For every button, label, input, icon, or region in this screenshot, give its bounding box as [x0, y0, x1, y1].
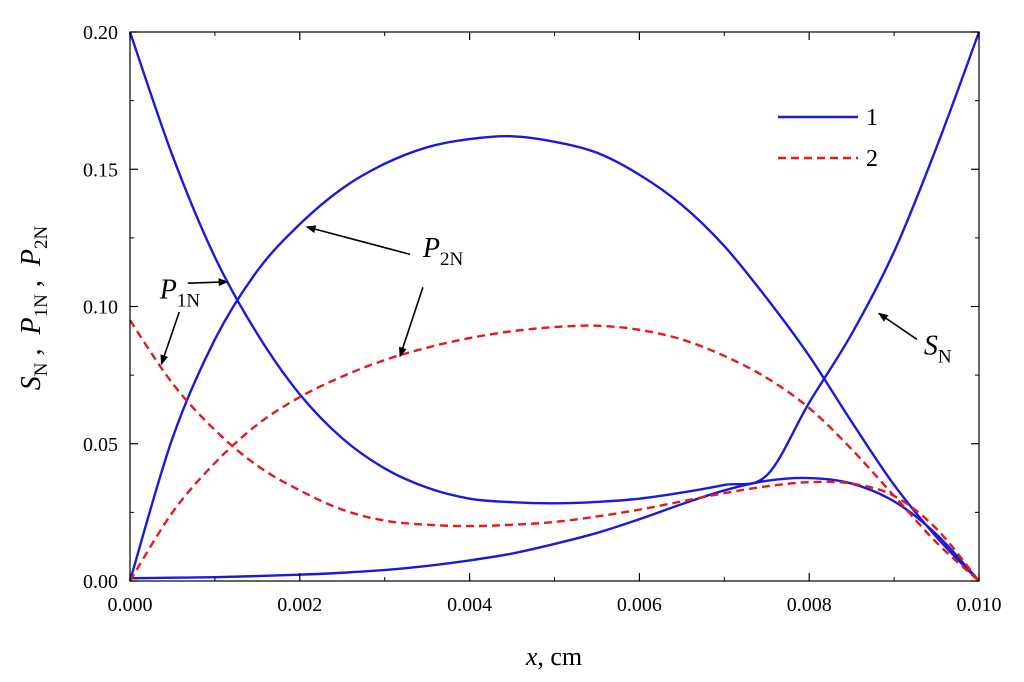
y-tick-label: 0.00	[83, 571, 118, 593]
annotation-arrow-p2n	[305, 225, 411, 256]
x-tick-label: 0.008	[787, 594, 832, 616]
y-label-p1-sub: 1N	[31, 294, 52, 318]
annotation-arrow-p2n	[399, 287, 424, 358]
annotation-p1n: P1N	[159, 274, 201, 311]
x-tick-label: 0.010	[957, 594, 1002, 616]
y-label-s-sub: N	[31, 362, 52, 376]
legend-label-2: 2	[866, 146, 878, 172]
x-axis-label-var: x	[525, 642, 538, 671]
ticks-layer: 0.000 0.002 0.004 0.006 0.008 0.010 0.00 0.05 0.…	[83, 22, 1002, 616]
annotation-arrow-p1n	[160, 311, 180, 366]
y-label-p2: P	[16, 249, 47, 267]
annotation-p2n: P2N	[422, 233, 464, 270]
y-tick-label: 0.20	[83, 22, 118, 44]
series-2-p1n-line	[129, 319, 980, 582]
legend-label-1: 1	[866, 105, 878, 131]
y-tick-label: 0.05	[83, 434, 118, 456]
y-axis-label: SN , P1N , P2N	[16, 226, 52, 391]
annotation-sn-main: S	[924, 331, 938, 362]
plot-frame	[129, 31, 980, 582]
y-label-s: S	[16, 376, 47, 390]
y-label-sep-2: ,	[16, 266, 47, 294]
x-axis-label-unit: , cm	[537, 642, 582, 671]
series-2-p2n-line	[128, 324, 980, 582]
annotation-p1n-main: P	[159, 274, 177, 305]
x-tick-label: 0.000	[108, 594, 153, 616]
x-tick-label: 0.002	[277, 594, 322, 616]
y-label-p1: P	[16, 317, 47, 335]
annotation-arrow-sn	[877, 312, 918, 341]
legend: 1 2	[778, 105, 878, 172]
annotation-p2n-sub: 2N	[440, 249, 464, 270]
series-1-sn-line	[128, 31, 981, 505]
y-label-sep-1: ,	[16, 334, 47, 362]
x-tick-label: 0.004	[447, 594, 492, 616]
series-1-p2n-line	[128, 135, 980, 582]
x-axis-label: x, cm	[525, 642, 582, 671]
x-tick-label: 0.006	[617, 594, 662, 616]
y-tick-label: 0.10	[83, 297, 118, 319]
series-layer	[128, 31, 981, 582]
series-1-p1n-line	[129, 476, 980, 582]
annotation-sn: SN	[924, 331, 952, 368]
annotation-arrow-p1n	[187, 278, 229, 287]
y-label-p2-sub: 2N	[31, 226, 52, 250]
annotation-p1n-sub: 1N	[177, 290, 201, 311]
annotation-p2n-main: P	[422, 233, 440, 264]
y-tick-label: 0.15	[83, 159, 118, 181]
annotation-sn-sub: N	[938, 347, 952, 368]
